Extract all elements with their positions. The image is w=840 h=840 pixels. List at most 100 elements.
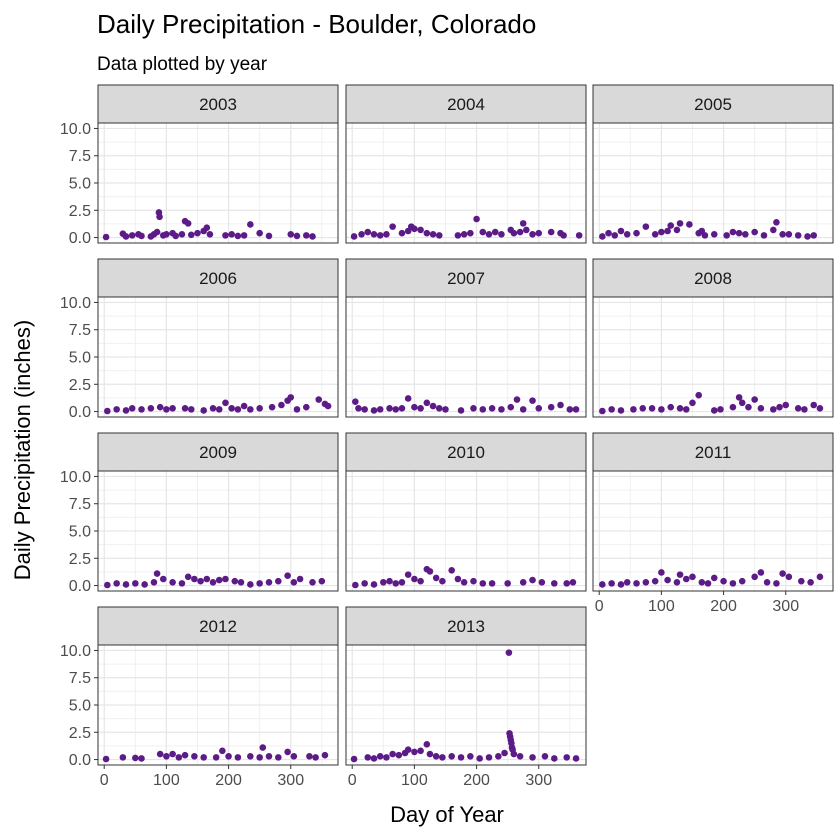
facet-panel-2010: 2010 [345, 432, 587, 592]
facet-strip-label: 2012 [199, 617, 237, 636]
panel-border [345, 122, 587, 244]
data-point [467, 229, 474, 237]
data-point [701, 232, 709, 239]
data-point [411, 575, 418, 583]
x-tick-label: 100 [648, 598, 675, 615]
data-point [429, 230, 437, 238]
data-point [215, 406, 223, 413]
data-point [664, 227, 671, 235]
data-point [797, 577, 805, 585]
facet-panel-2011: 2011 0 100 200 300 [592, 432, 834, 615]
data-point [296, 575, 304, 583]
data-point [364, 754, 372, 761]
data-point [293, 232, 301, 240]
data-point [256, 404, 263, 412]
y-tick-label: 5.0 [69, 698, 91, 715]
data-point [287, 394, 295, 401]
data-point [312, 754, 319, 761]
x-axis-title: Day of Year [390, 802, 504, 827]
facet-strip-label: 2010 [447, 443, 485, 462]
data-point [417, 226, 424, 234]
data-point [350, 233, 358, 240]
y-tick-label: 2.5 [69, 725, 91, 742]
data-point [816, 573, 824, 581]
data-point [404, 571, 412, 578]
data-point [200, 754, 207, 761]
data-point [197, 577, 204, 585]
y-tick-label: 7.5 [69, 322, 91, 339]
data-point [804, 233, 811, 240]
data-point [156, 213, 163, 221]
data-point [102, 755, 110, 763]
data-point [163, 406, 170, 413]
data-point [184, 573, 192, 581]
data-point [172, 232, 180, 240]
data-point [779, 230, 786, 238]
data-point [599, 233, 606, 240]
data-point [259, 744, 267, 751]
y-tick-label: 2.5 [69, 551, 91, 568]
data-point [575, 232, 583, 239]
y-tick-label: 10.0 [60, 643, 91, 660]
data-point [376, 752, 384, 760]
data-point [547, 228, 555, 236]
data-point [370, 230, 378, 238]
data-point [751, 228, 758, 236]
data-point [569, 578, 577, 586]
x-tick-label: 300 [772, 598, 799, 615]
panel-border [345, 470, 587, 592]
y-tick-label: 0.0 [69, 752, 91, 769]
data-point [704, 580, 712, 587]
data-point [529, 230, 536, 238]
data-point [488, 404, 496, 412]
data-point [147, 404, 155, 412]
data-point [729, 403, 737, 411]
x-tick-label: 0 [595, 598, 604, 615]
data-point [275, 577, 282, 585]
panel-border [592, 296, 834, 418]
facet-panel-2009: 2009 0.0 2.5 5.0 7.5 10.0 [60, 432, 339, 595]
data-point [498, 230, 505, 238]
data-point [794, 232, 802, 239]
data-point [794, 404, 802, 412]
data-point [686, 221, 693, 228]
data-point [290, 578, 298, 586]
data-point [673, 578, 681, 586]
data-point [128, 404, 136, 412]
facet-panel-2004: 2004 [345, 84, 587, 244]
data-point [479, 406, 487, 413]
data-point [234, 406, 242, 413]
data-point [608, 406, 615, 413]
data-point [658, 406, 665, 413]
data-point [122, 233, 130, 240]
data-point [785, 230, 793, 238]
y-tick-label: 5.0 [69, 524, 91, 541]
facet-strip [592, 84, 834, 124]
facet-strip-label: 2004 [447, 95, 485, 114]
data-point [479, 580, 487, 587]
data-point [219, 747, 226, 755]
data-point [175, 754, 183, 761]
data-point [507, 403, 515, 411]
data-point [572, 406, 580, 413]
data-point [510, 750, 518, 758]
data-point [608, 580, 615, 587]
x-tick-label: 200 [463, 772, 490, 789]
data-point [191, 752, 198, 760]
data-point [287, 230, 295, 238]
data-point [529, 754, 536, 761]
data-point [773, 218, 780, 226]
data-point [256, 229, 263, 237]
data-point [448, 566, 455, 574]
facet-strip [345, 258, 587, 298]
data-point [212, 754, 220, 761]
data-point [658, 569, 665, 576]
data-point [206, 230, 214, 238]
facet-strip-label: 2013 [447, 617, 485, 636]
x-tick-label: 0 [100, 772, 109, 789]
facet-strip [97, 258, 339, 298]
data-point [779, 570, 786, 577]
data-point [237, 578, 245, 586]
y-tick-label: 7.5 [69, 670, 91, 687]
facet-panel-2013: 2013 0 100 200 300 [345, 606, 587, 789]
